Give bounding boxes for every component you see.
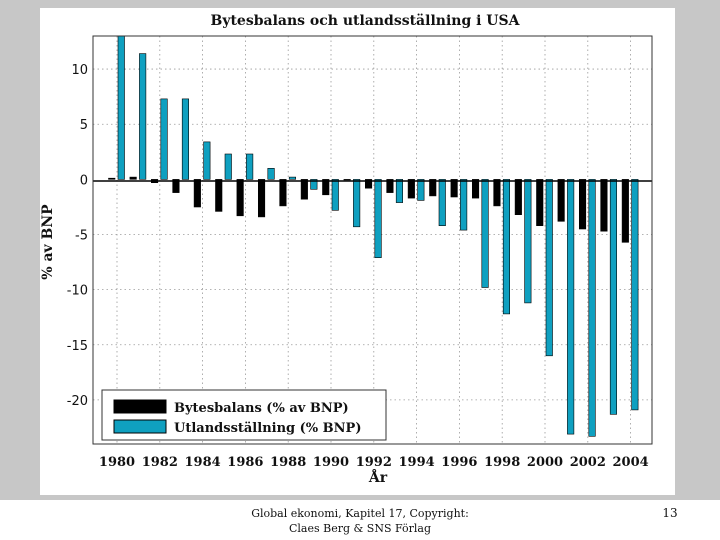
bar-bytesbalans-2000: [536, 179, 544, 226]
bar-utlandsstallning-1995: [438, 179, 446, 226]
bar-bytesbalans-2002: [578, 179, 587, 230]
chart-title: Bytesbalans och utlandsställning i USA: [211, 13, 521, 29]
y-tick-labels: 10 5 0 -5 -10 -15 -20: [67, 63, 88, 409]
y-tick-label: -15: [67, 339, 88, 354]
bar-utlandsstallning-1980: [117, 35, 125, 180]
bar-utlandsstallning-2002: [588, 179, 596, 437]
grid-lines: [93, 36, 652, 444]
x-tick-label: 2000: [527, 455, 563, 470]
bar-bytesbalans-1991: [343, 179, 351, 181]
bar-bytesbalans-1999: [514, 179, 522, 215]
chart: Bytesbalans och utlandsställning i USA 1…: [40, 8, 675, 495]
legend-label-utlandsstallning: Utlandsställning (% BNP): [174, 421, 361, 436]
bar-bytesbalans-1995: [429, 179, 437, 197]
bar-utlandsstallning-1993: [395, 179, 404, 203]
bar-utlandsstallning-1999: [524, 179, 532, 304]
bar-bytesbalans-1996: [450, 179, 458, 198]
y-tick-label: -10: [67, 284, 88, 299]
x-tick-label: 1990: [313, 455, 349, 470]
bar-utlandsstallning-1982: [160, 98, 168, 180]
x-tick-label: 2002: [570, 455, 606, 470]
y-tick-label: -20: [67, 394, 88, 409]
bar-utlandsstallning-1984: [203, 141, 211, 180]
bar-bytesbalans-2001: [557, 179, 565, 222]
page-number: 13: [662, 506, 678, 520]
x-tick-labels: 1980 1982 1984 1986 1988 1990 1992 1994 1996 1998…: [99, 455, 649, 470]
bar-bytesbalans-1988: [279, 179, 287, 207]
bar-bytesbalans-1993: [386, 179, 394, 193]
bar-bytesbalans-1986: [236, 179, 244, 217]
bar-utlandsstallning-1997: [481, 179, 489, 288]
x-tick-label: 1998: [484, 455, 520, 470]
bar-utlandsstallning-2000: [545, 179, 553, 357]
y-tick-label: 0: [80, 173, 88, 188]
bar-utlandsstallning-2001: [567, 179, 575, 435]
bar-utlandsstallning-1988: [288, 176, 297, 180]
x-tick-label: 1994: [399, 455, 435, 470]
footer-line-2: Claes Berg & SNS Förlag: [288, 522, 432, 535]
bar-utlandsstallning-1998: [502, 179, 511, 315]
legend-swatch-bytesbalans: [113, 399, 167, 414]
bar-bytesbalans-1992: [364, 179, 373, 189]
legend-swatch-utlandsstallning: [113, 419, 167, 434]
bar-bytesbalans-1980: [108, 177, 116, 180]
bar-utlandsstallning-1990: [331, 179, 339, 211]
bar-bytesbalans-1994: [407, 179, 415, 199]
x-tick-label: 1980: [99, 455, 135, 470]
x-tick-label: 1982: [142, 455, 178, 470]
bar-utlandsstallning-1994: [417, 179, 425, 201]
bar-bytesbalans-1985: [215, 179, 223, 212]
bar-bytesbalans-2004: [621, 179, 629, 243]
bar-bytesbalans-1984: [193, 179, 201, 208]
bar-utlandsstallning-1996: [460, 179, 468, 231]
bar-bytesbalans-1989: [300, 179, 308, 200]
bar-utlandsstallning-1991: [353, 179, 361, 228]
x-tick-label: 1986: [227, 455, 263, 470]
bars: [108, 35, 639, 437]
legend-label-bytesbalans: Bytesbalans (% av BNP): [174, 401, 349, 416]
x-tick-label: 1992: [356, 455, 392, 470]
bar-utlandsstallning-1992: [374, 179, 382, 258]
bar-bytesbalans-1990: [322, 179, 330, 196]
plot-frame: [92, 35, 653, 445]
bar-bytesbalans-1981: [129, 176, 137, 180]
footer-copyright: Global ekonomi, Kapitel 17, Copyright: C…: [230, 506, 490, 536]
y-tick-label: 5: [80, 118, 88, 133]
bar-utlandsstallning-1987: [267, 168, 275, 180]
y-tick-label: 10: [71, 63, 88, 78]
bar-bytesbalans-1987: [257, 179, 266, 218]
x-axis-label: År: [368, 468, 388, 486]
footer-line-1: Global ekonomi, Kapitel 17, Copyright:: [251, 507, 469, 520]
x-tick-label: 2004: [613, 455, 649, 470]
bar-utlandsstallning-1986: [246, 153, 254, 180]
y-axis-label: % av BNP: [40, 204, 56, 280]
bar-utlandsstallning-1981: [139, 53, 147, 180]
bar-bytesbalans-2003: [600, 179, 608, 232]
x-tick-label: 1996: [441, 455, 477, 470]
bar-utlandsstallning-1983: [181, 98, 189, 180]
x-tick-label: 1984: [185, 455, 221, 470]
bar-bytesbalans-1998: [493, 179, 501, 207]
legend: Bytesbalans (% av BNP) Utlandsställning …: [101, 389, 387, 441]
bar-utlandsstallning-2004: [631, 179, 639, 411]
bar-utlandsstallning-2003: [609, 179, 618, 415]
bar-utlandsstallning-1989: [310, 179, 318, 190]
y-tick-label: -5: [75, 229, 88, 244]
bar-bytesbalans-1983: [172, 179, 180, 193]
bar-bytesbalans-1997: [471, 179, 480, 199]
bar-utlandsstallning-1985: [224, 153, 232, 180]
x-tick-label: 1988: [270, 455, 306, 470]
